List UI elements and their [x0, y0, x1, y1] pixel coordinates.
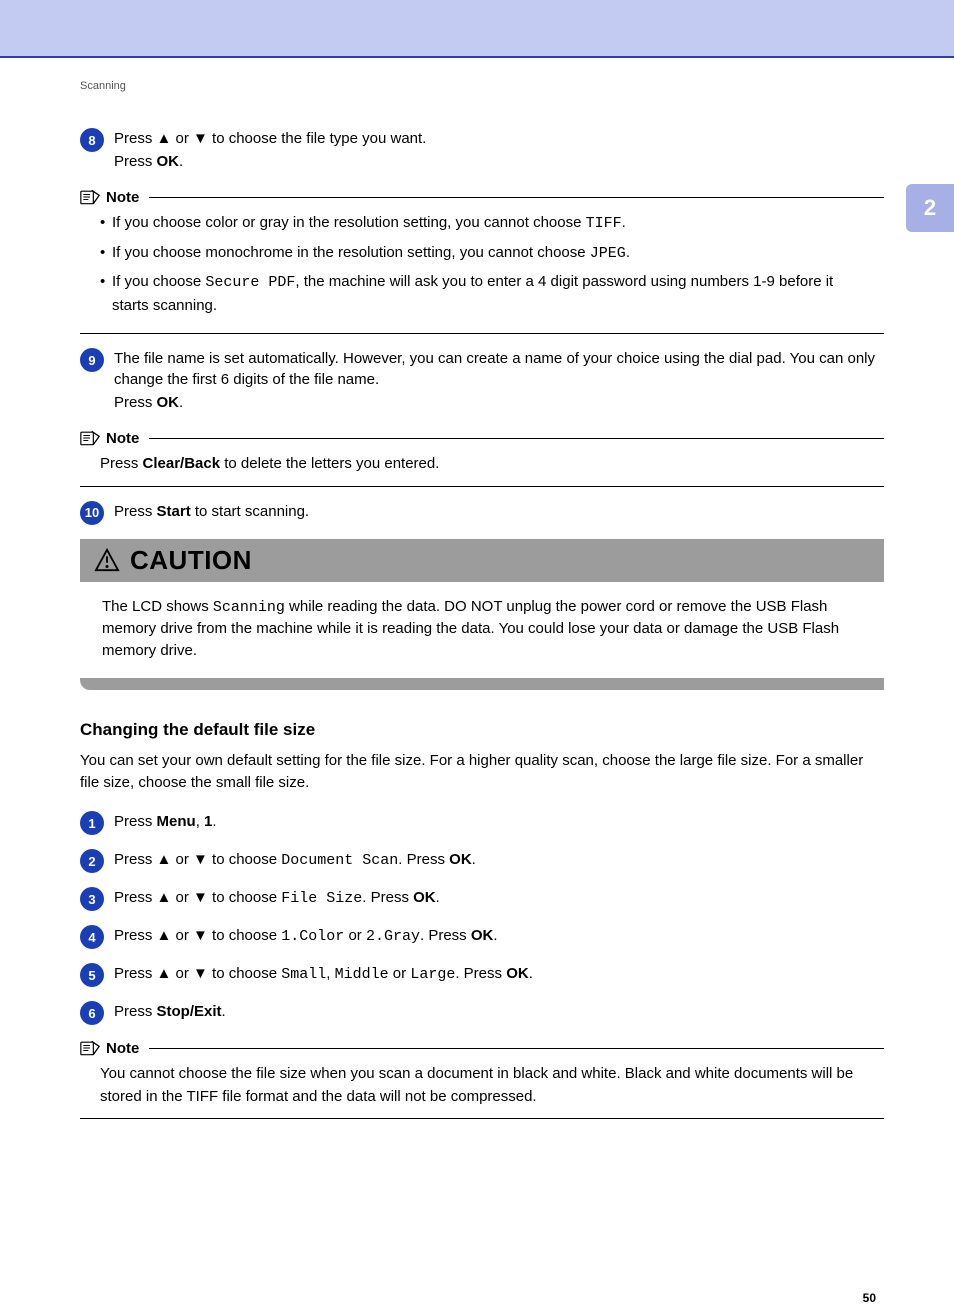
step-text: Press Menu, 1.: [114, 811, 884, 835]
caution-label: CAUTION: [130, 545, 252, 576]
note-block-3: Note You cannot choose the file size whe…: [80, 1039, 884, 1119]
note-label: Note: [106, 189, 139, 206]
step: 5 Press ▲ or ▼ to choose Small, Middle or…: [80, 963, 884, 987]
note-rule: [149, 1048, 884, 1049]
step: 9 The file name is set automatically. How…: [80, 348, 884, 415]
caution-header: CAUTION: [80, 539, 884, 582]
step: 8 Press ▲ or ▼ to choose the file type yo…: [80, 128, 884, 174]
note-bullets: If you choose color or gray in the resol…: [100, 212, 864, 317]
note-text: You cannot choose the file size when you…: [80, 1063, 884, 1119]
step-text: Press Stop/Exit.: [114, 1001, 884, 1025]
step: 3 Press ▲ or ▼ to choose File Size. Press…: [80, 887, 884, 911]
step: 2 Press ▲ or ▼ to choose Document Scan. P…: [80, 849, 884, 873]
note-label: Note: [106, 430, 139, 447]
step-number-badge: 1: [80, 811, 104, 835]
step-number-badge: 2: [80, 849, 104, 873]
step-text: Press ▲ or ▼ to choose Small, Middle or …: [114, 963, 884, 987]
note-icon: [80, 188, 100, 206]
note-icon: [80, 429, 100, 447]
step-text: Press ▲ or ▼ to choose 1.Color or 2.Gray…: [114, 925, 884, 949]
section-intro: You can set your own default setting for…: [80, 750, 884, 794]
note-block-1: Note If you choose color or gray in the …: [80, 188, 884, 334]
step-text: Press ▲ or ▼ to choose the file type you…: [114, 128, 884, 174]
note-label: Note: [106, 1040, 139, 1057]
step-number-badge: 6: [80, 1001, 104, 1025]
step-number-badge: 3: [80, 887, 104, 911]
note-block-2: Note Press Clear/Back to delete the lett…: [80, 429, 884, 487]
step-list-d: 1 Press Menu, 1. 2 Press ▲ or ▼ to choose D…: [80, 811, 884, 1025]
note-bullet: If you choose Secure PDF, the machine wi…: [100, 271, 864, 317]
note-rule: [149, 438, 884, 439]
section-heading: Changing the default file size: [80, 720, 884, 740]
step-text: Press Start to start scanning.: [114, 501, 884, 525]
note-rule: [149, 197, 884, 198]
step: 10 Press Start to start scanning.: [80, 501, 884, 525]
step-number-badge: 4: [80, 925, 104, 949]
page-body: Scanning 2 8 Press ▲ or ▼ to choose the f…: [0, 58, 954, 1313]
chapter-tab: 2: [906, 184, 954, 232]
step-text: The file name is set automatically. Howe…: [114, 348, 884, 415]
running-header: Scanning: [80, 80, 884, 92]
step-list-b: 9 The file name is set automatically. How…: [80, 348, 884, 415]
step: 4 Press ▲ or ▼ to choose 1.Color or 2.Gra…: [80, 925, 884, 949]
step: 1 Press Menu, 1.: [80, 811, 884, 835]
note-text: Press Clear/Back to delete the letters y…: [80, 453, 884, 487]
page-number: 50: [863, 1291, 876, 1305]
step-number-badge: 10: [80, 501, 104, 525]
note-icon: [80, 1039, 100, 1057]
step-number-badge: 8: [80, 128, 104, 152]
note-bullet: If you choose color or gray in the resol…: [100, 212, 864, 236]
step-text: Press ▲ or ▼ to choose Document Scan. Pr…: [114, 849, 884, 873]
step-text: Press ▲ or ▼ to choose File Size. Press …: [114, 887, 884, 911]
step-list-c: 10 Press Start to start scanning.: [80, 501, 884, 525]
caution-footer-bar: [80, 678, 884, 690]
step: 6 Press Stop/Exit.: [80, 1001, 884, 1025]
caution-text: The LCD shows Scanning while reading the…: [80, 582, 884, 678]
note-bullet: If you choose monochrome in the resoluti…: [100, 242, 864, 266]
step-number-badge: 5: [80, 963, 104, 987]
warning-icon: [94, 548, 120, 572]
step-number-badge: 9: [80, 348, 104, 372]
top-bar: [0, 0, 954, 58]
step-list-a: 8 Press ▲ or ▼ to choose the file type yo…: [80, 128, 884, 174]
